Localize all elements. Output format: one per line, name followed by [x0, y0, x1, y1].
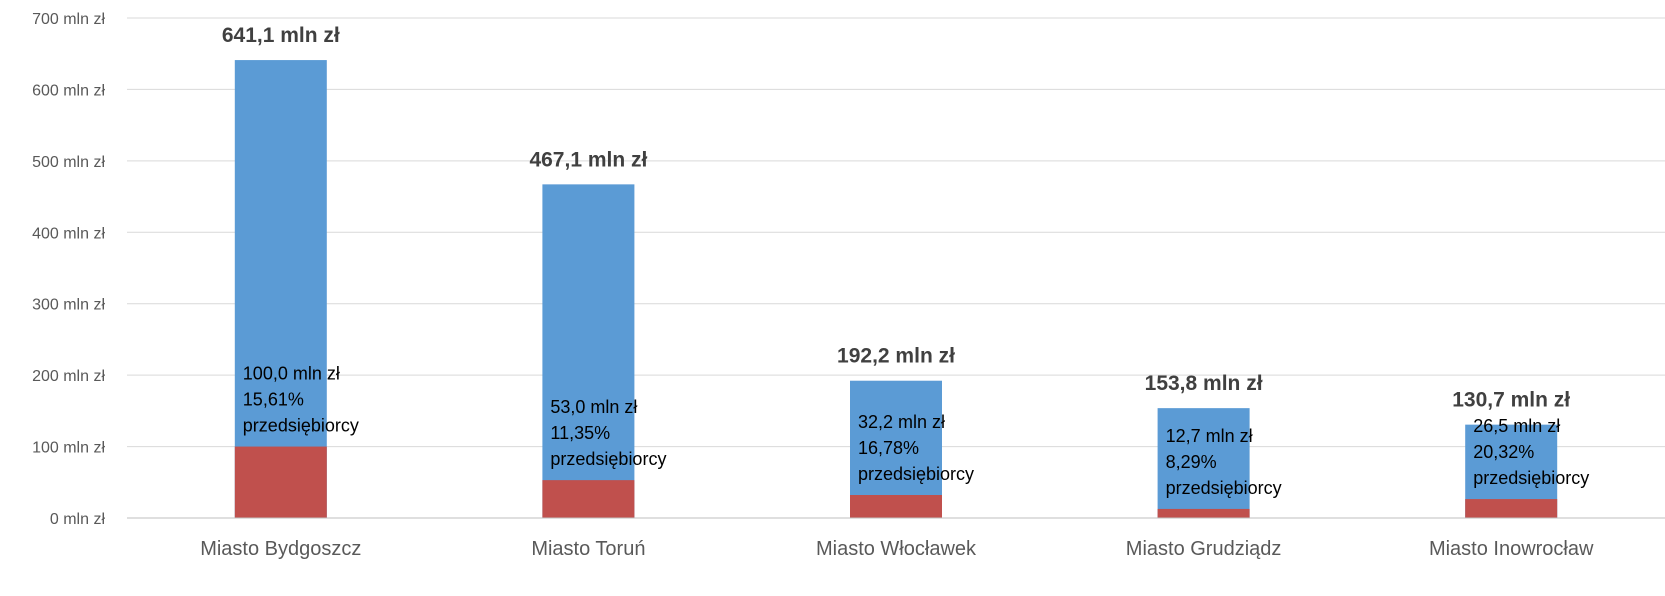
bar-total	[234, 60, 327, 518]
entrepreneurs-value-label: 16,78%	[858, 438, 919, 458]
y-axis-tick-labels: 0 mln zł 100 mln zł 200 mln zł 300 mln zł 40…	[32, 11, 105, 528]
x-category-label: Miasto Inowrocław	[1429, 538, 1594, 560]
bar-total	[1157, 408, 1250, 518]
entrepreneurs-value-label: przedsiębiorcy	[858, 464, 974, 484]
entrepreneurs-value-label: 8,29%	[1166, 452, 1217, 472]
bar-entrepreneurs	[234, 446, 327, 518]
total-value-label: 192,2 mln zł	[837, 345, 955, 368]
y-tick-label: 100 mln zł	[32, 440, 105, 457]
entrepreneurs-value-label: 20,32%	[1473, 442, 1534, 462]
x-category-label: Miasto Włocławek	[816, 538, 977, 560]
entrepreneurs-value-label: 53,0 mln zł	[550, 397, 637, 417]
x-category-label: Miasto Grudziądz	[1126, 538, 1282, 560]
bar-entrepreneurs	[1157, 508, 1250, 518]
y-tick-label: 500 mln zł	[32, 154, 105, 171]
bars	[234, 60, 1558, 518]
bar-entrepreneurs	[850, 495, 942, 518]
entrepreneurs-value-label: 12,7 mln zł	[1166, 426, 1253, 446]
y-tick-label: 400 mln zł	[32, 225, 105, 242]
x-axis-category-labels: Miasto Bydgoszcz Miasto Toruń Miasto Włocł…	[200, 538, 1594, 560]
y-tick-label: 200 mln zł	[32, 368, 105, 385]
entrepreneurs-value-label: 11,35%	[550, 423, 610, 443]
total-value-label: 641,1 mln zł	[222, 24, 340, 47]
bar-entrepreneurs	[542, 480, 635, 518]
data-labels: 641,1 mln zł 100,0 mln zł 15,61% przedsiębi…	[222, 24, 1589, 498]
x-category-label: Miasto Toruń	[531, 538, 645, 560]
total-value-label: 467,1 mln zł	[529, 148, 647, 171]
total-value-label: 130,7 mln zł	[1452, 389, 1570, 412]
entrepreneurs-value-label: 26,5 mln zł	[1473, 416, 1560, 436]
y-tick-label: 700 mln zł	[32, 11, 105, 28]
entrepreneurs-value-label: 32,2 mln zł	[858, 412, 945, 432]
y-tick-label: 600 mln zł	[32, 82, 105, 99]
entrepreneurs-value-label: przedsiębiorcy	[243, 416, 359, 436]
y-tick-label: 0 mln zł	[50, 511, 106, 528]
entrepreneurs-value-label: 15,61%	[243, 390, 304, 410]
total-value-label: 153,8 mln zł	[1145, 372, 1263, 395]
y-tick-label: 300 mln zł	[32, 297, 105, 314]
entrepreneurs-value-label: 100,0 mln zł	[243, 364, 340, 384]
entrepreneurs-value-label: przedsiębiorcy	[1473, 468, 1589, 488]
bar-total	[542, 184, 635, 518]
gridlines	[127, 17, 1665, 448]
bar-entrepreneurs	[1465, 499, 1558, 518]
entrepreneurs-value-label: przedsiębiorcy	[550, 449, 666, 469]
entrepreneurs-value-label: przedsiębiorcy	[1166, 478, 1282, 498]
x-category-label: Miasto Bydgoszcz	[200, 538, 361, 560]
